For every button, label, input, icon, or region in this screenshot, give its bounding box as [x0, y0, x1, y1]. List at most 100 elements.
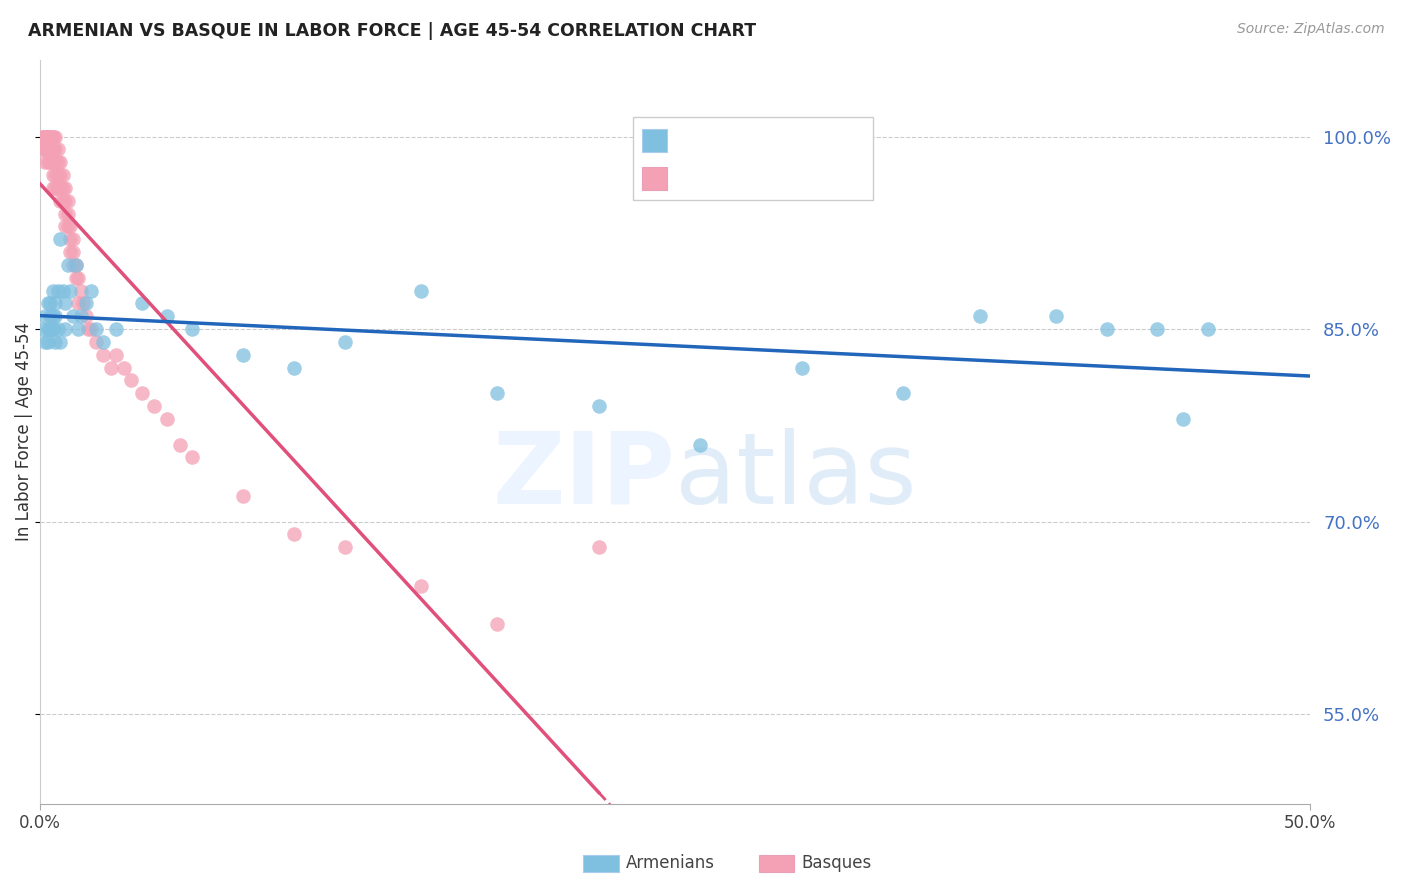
Point	[93, 348, 115, 362]
Point	[67, 322, 90, 336]
Point	[62, 232, 84, 246]
Point	[59, 245, 82, 260]
Point	[156, 412, 179, 426]
Point	[80, 322, 103, 336]
Point	[44, 310, 66, 324]
Point	[232, 489, 254, 503]
Point	[44, 181, 66, 195]
Point	[37, 155, 59, 169]
Text: R =   0.029    N = 52: R = 0.029 N = 52	[675, 136, 846, 153]
Point	[37, 143, 59, 157]
Point	[46, 168, 69, 182]
Point	[56, 258, 79, 272]
Point	[56, 206, 79, 220]
Point	[44, 296, 66, 310]
Point	[969, 310, 991, 324]
Point	[53, 194, 76, 208]
Point	[41, 181, 63, 195]
Point	[1095, 322, 1118, 336]
Point	[34, 155, 56, 169]
Point	[46, 181, 69, 195]
Point	[37, 296, 59, 310]
Point	[31, 129, 53, 144]
Point	[53, 322, 76, 336]
Point	[75, 296, 97, 310]
Point	[72, 296, 94, 310]
Point	[41, 129, 63, 144]
Point	[69, 310, 91, 324]
Point	[49, 232, 72, 246]
Point	[62, 310, 84, 324]
Point	[790, 360, 813, 375]
Point	[112, 360, 135, 375]
Point	[53, 206, 76, 220]
Point	[41, 284, 63, 298]
Point	[41, 322, 63, 336]
Point	[46, 322, 69, 336]
Point	[1146, 322, 1168, 336]
Text: R =   0.168    N = 83: R = 0.168 N = 83	[675, 173, 846, 191]
Point	[62, 245, 84, 260]
Point	[39, 155, 62, 169]
Point	[41, 155, 63, 169]
Point	[67, 270, 90, 285]
Point	[39, 310, 62, 324]
Point	[37, 334, 59, 349]
Point	[65, 270, 87, 285]
Point	[169, 437, 191, 451]
Point	[53, 181, 76, 195]
Point	[37, 129, 59, 144]
Point	[31, 129, 53, 144]
Point	[181, 322, 204, 336]
Point	[65, 258, 87, 272]
Point	[409, 579, 432, 593]
Point	[49, 181, 72, 195]
Point	[105, 322, 128, 336]
Point	[1045, 310, 1067, 324]
Point	[49, 194, 72, 208]
Point	[34, 129, 56, 144]
Point	[67, 296, 90, 310]
Point	[34, 129, 56, 144]
Point	[105, 348, 128, 362]
Point	[44, 334, 66, 349]
Point	[34, 334, 56, 349]
Point	[31, 143, 53, 157]
Point	[39, 296, 62, 310]
Point	[49, 155, 72, 169]
Point	[65, 258, 87, 272]
Point	[39, 143, 62, 157]
Point	[131, 296, 153, 310]
Point	[232, 348, 254, 362]
Point	[59, 232, 82, 246]
Point	[56, 194, 79, 208]
Point	[34, 143, 56, 157]
Point	[77, 322, 100, 336]
Point	[39, 143, 62, 157]
Point	[131, 386, 153, 401]
Point	[75, 310, 97, 324]
Point	[409, 284, 432, 298]
Point	[588, 541, 610, 555]
Point	[1171, 412, 1194, 426]
Text: ARMENIAN VS BASQUE IN LABOR FORCE | AGE 45-54 CORRELATION CHART: ARMENIAN VS BASQUE IN LABOR FORCE | AGE …	[28, 22, 756, 40]
Point	[49, 168, 72, 182]
Point	[46, 284, 69, 298]
Point	[52, 168, 75, 182]
Point	[41, 129, 63, 144]
Point	[52, 194, 75, 208]
Point	[56, 219, 79, 234]
Point	[41, 168, 63, 182]
Point	[46, 155, 69, 169]
Point	[59, 284, 82, 298]
Point	[333, 541, 356, 555]
Point	[37, 129, 59, 144]
Point	[34, 310, 56, 324]
Point	[44, 155, 66, 169]
Point	[44, 168, 66, 182]
Point	[31, 322, 53, 336]
Point	[37, 322, 59, 336]
Point	[283, 360, 305, 375]
Point	[53, 296, 76, 310]
Point	[93, 334, 115, 349]
